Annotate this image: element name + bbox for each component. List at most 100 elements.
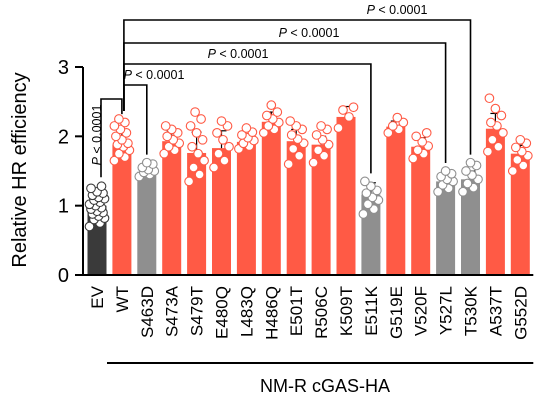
data-point-L483Q [237,130,247,140]
data-point-H486Q [266,100,277,110]
data-point-A537T [487,134,498,145]
data-point-G519E [383,128,394,138]
bar-G552D [510,153,530,275]
bar-R506C [311,144,331,275]
bar-V520F [411,146,431,275]
tick-label-T530K: T530K [462,285,481,336]
data-point-S479T [194,169,205,180]
data-point-WT [114,114,124,124]
y-tick-label-3: 3 [58,57,69,79]
data-point-V520F [417,137,428,147]
data-point-E480Q [218,134,228,145]
bar-A537T [485,128,505,275]
data-point-E501T [286,130,297,140]
data-point-E480Q [219,155,230,166]
data-point-H486Q [263,121,274,131]
bar-G519E [386,126,406,275]
data-point-R506C [308,157,319,168]
data-point-G552D [510,142,521,153]
data-point-WT [114,148,124,159]
data-point-H486Q [261,110,272,121]
data-point-WT [111,131,121,142]
data-point-T530K [461,166,471,176]
data-point-Y527L [433,186,443,197]
tick-label-V520F: V520F [412,286,431,336]
data-point-A537T [486,117,496,128]
data-point-T530K [462,178,473,189]
data-point-R506C [311,130,322,140]
data-point-A537T [493,141,504,152]
data-point-WT [109,121,120,131]
tick-label-S479T: S479T [188,286,207,336]
data-point-E501T [283,159,294,169]
data-point-S463D [141,157,152,168]
p-label-WT-E511K: P < 0.0001 [208,47,269,61]
data-point-K509T [333,123,344,133]
data-point-G552D [518,160,529,171]
data-point-S479T [191,128,202,138]
data-point-S473A [163,141,174,152]
data-point-A537T [490,103,501,114]
bar-E501T [286,141,306,275]
data-point-K509T [348,102,359,113]
data-point-E511K [358,209,369,219]
data-point-S479T [188,162,199,173]
y-tick-label-2: 2 [58,126,69,148]
bracket-WT-T530K [123,19,472,155]
data-point-WT [109,155,120,166]
data-point-S473A [162,131,173,142]
tick-label-G552D: G552D [511,286,530,340]
group-label: NM-R cGAS-HA [260,376,390,396]
data-point-L483Q [241,123,252,133]
data-point-G552D [515,134,526,145]
tick-label-WT: WT [113,286,132,312]
data-point-E480Q [209,162,219,173]
tick-label-E480Q: E480Q [213,286,232,339]
p-label-WT-T530K: P < 0.0001 [367,3,428,17]
data-point-S473A [160,121,171,131]
data-point-K509T [344,112,354,122]
p-label-WT-S463D: P < 0.0001 [124,68,185,82]
data-point-S479T [196,114,206,124]
data-point-K509T [338,105,348,115]
data-point-R506C [316,121,326,131]
y-axis-label: Relative HR efficiency [9,72,31,267]
axes-layer: EV WT S463D S473A S479T E480Q L483Q H486Q E501T R… [58,57,534,364]
data-point-EV [86,183,96,194]
data-point-V520F [412,145,423,156]
tick-label-S463D: S463D [138,286,157,338]
data-point-A537T [484,93,495,104]
data-point-T530K [458,186,468,197]
data-point-V520F [411,131,422,142]
data-point-V520F [408,153,419,164]
data-point-G552D [507,166,518,176]
data-point-S479T [187,141,197,152]
data-point-T530K [465,157,476,168]
p-label-EV-WT: P < 0.0001 [90,105,104,166]
y-tick-label-1: 1 [58,196,69,218]
data-point-H486Q [272,107,283,117]
bar-H486Q [261,121,281,275]
data-point-R506C [313,145,323,156]
data-point-E501T [285,116,296,126]
data-point-E501T [294,150,305,161]
tick-label-A537T: A537T [486,286,505,336]
data-point-E501T [288,143,299,154]
data-point-E480Q [212,128,222,138]
bar-K509T [336,116,356,275]
data-point-S479T [190,107,200,117]
data-point-S479T [199,155,209,166]
data-point-EV [96,181,107,192]
tick-label-Y527L: Y527L [437,286,456,335]
bar-E480Q [212,148,231,275]
bar-S463D [137,171,157,275]
data-point-Y527L [440,166,451,176]
data-point-A537T [496,110,507,121]
bar-Y527L [436,181,456,275]
data-point-G519E [387,121,398,131]
data-point-H486Q [258,128,269,138]
data-point-E480Q [213,148,224,159]
bar-T530K [461,179,480,275]
tick-label-E501T: E501T [287,286,306,336]
